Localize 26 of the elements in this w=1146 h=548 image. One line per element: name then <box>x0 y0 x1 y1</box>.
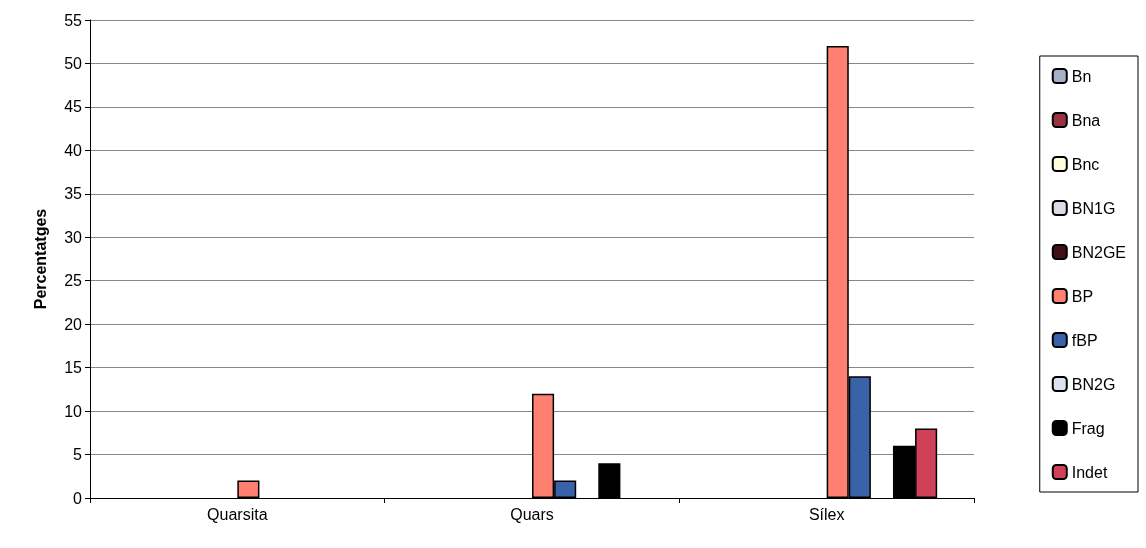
y-tick-label: 55 <box>64 11 83 29</box>
legend-label: BN2G <box>1071 375 1116 393</box>
y-axis-title: Percentatges <box>31 208 49 310</box>
x-tick-label: Sílex <box>808 505 845 523</box>
y-tick-label: 5 <box>73 446 83 464</box>
legend-label: Bnc <box>1071 155 1100 173</box>
y-tick-label: 35 <box>64 185 83 203</box>
y-tick-label: 10 <box>64 402 83 420</box>
y-tick-label: 0 <box>73 489 83 507</box>
y-tick-label: 30 <box>64 228 83 246</box>
y-tick-label: 25 <box>64 272 83 290</box>
legend-label: Indet <box>1071 463 1108 481</box>
y-tick-label: 45 <box>64 98 83 116</box>
legend-label: Bna <box>1071 111 1101 129</box>
y-tick-label: 20 <box>64 315 83 333</box>
legend-label: Frag <box>1071 419 1105 437</box>
legend-label: BP <box>1071 287 1094 305</box>
y-tick-label: 40 <box>64 141 83 159</box>
legend-label: BN2GE <box>1071 243 1127 261</box>
legend-label: fBP <box>1071 331 1098 349</box>
legend-label: Bn <box>1071 67 1092 85</box>
x-tick-label: Quars <box>510 505 554 523</box>
x-tick-label: Quarsita <box>207 505 268 523</box>
y-tick-label: 50 <box>64 54 83 72</box>
legend-label: BN1G <box>1071 199 1116 217</box>
y-tick-label: 15 <box>64 359 83 377</box>
